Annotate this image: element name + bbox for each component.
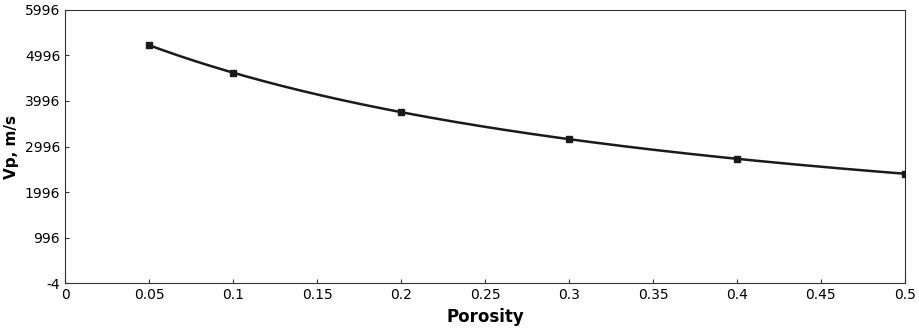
X-axis label: Porosity: Porosity	[446, 308, 523, 326]
Y-axis label: Vp, m/s: Vp, m/s	[5, 115, 19, 179]
